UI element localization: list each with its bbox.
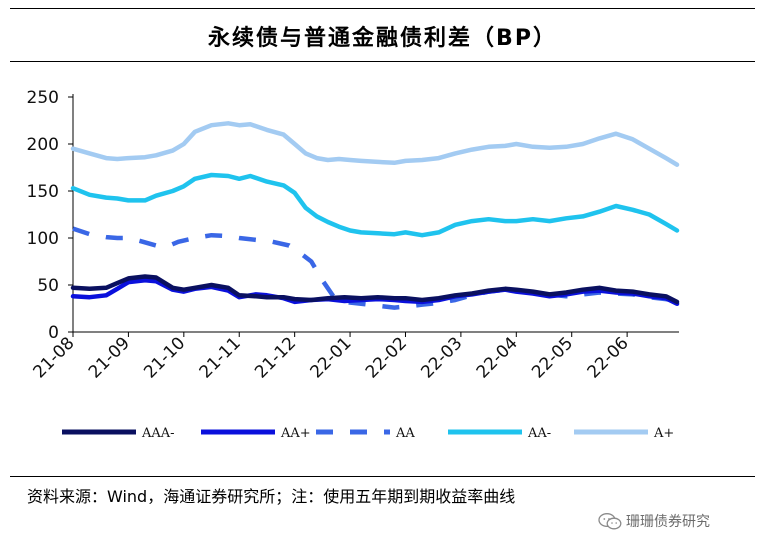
x-tick-label: 22-05	[528, 333, 577, 382]
x-tick-label: 21-10	[140, 333, 189, 382]
series-line-aaminus	[70, 172, 680, 238]
legend-label: AA+	[280, 426, 311, 441]
x-tick-label: 22-01	[307, 333, 356, 382]
top-rule	[10, 8, 755, 9]
wechat-icon	[598, 512, 622, 529]
bottom-rule	[10, 476, 755, 477]
y-tick-label: 250	[27, 88, 59, 108]
legend-label: AA-	[527, 426, 551, 441]
y-tick-label: 200	[27, 135, 59, 155]
title-rule	[10, 61, 755, 62]
watermark-text: 珊珊债券研究	[626, 514, 710, 530]
legend-label: A+	[653, 426, 674, 441]
legend-label: AAA-	[141, 426, 175, 441]
x-tick-label: 21-12	[251, 333, 300, 382]
y-tick-label: 0	[48, 323, 59, 343]
series-line-aaaminus	[70, 274, 680, 305]
x-tick-label: 22-04	[473, 333, 522, 382]
y-tick-label: 50	[37, 276, 59, 296]
series-line-aplus	[70, 121, 680, 167]
series-lines	[70, 121, 680, 310]
series-line-aa	[72, 226, 678, 310]
x-tick-label: 22-03	[417, 333, 466, 382]
watermark: 珊珊债券研究	[598, 511, 710, 531]
x-tick-label: 22-06	[584, 333, 633, 382]
x-tick-label: 21-11	[196, 333, 245, 382]
x-tick-label: 21-09	[85, 333, 134, 382]
y-tick-label: 150	[27, 182, 59, 202]
legend: AAA- AA+ AA AA- A+	[62, 426, 674, 441]
legend-label: AA	[395, 426, 415, 441]
source-note: 资料来源：Wind，海通证券研究所；注：使用五年期到期收益率曲线	[27, 487, 516, 506]
chart-title: 永续债与普通金融债利差（BP）	[208, 26, 557, 51]
x-tick-label: 22-02	[362, 333, 411, 382]
y-tick-label: 100	[27, 229, 59, 249]
